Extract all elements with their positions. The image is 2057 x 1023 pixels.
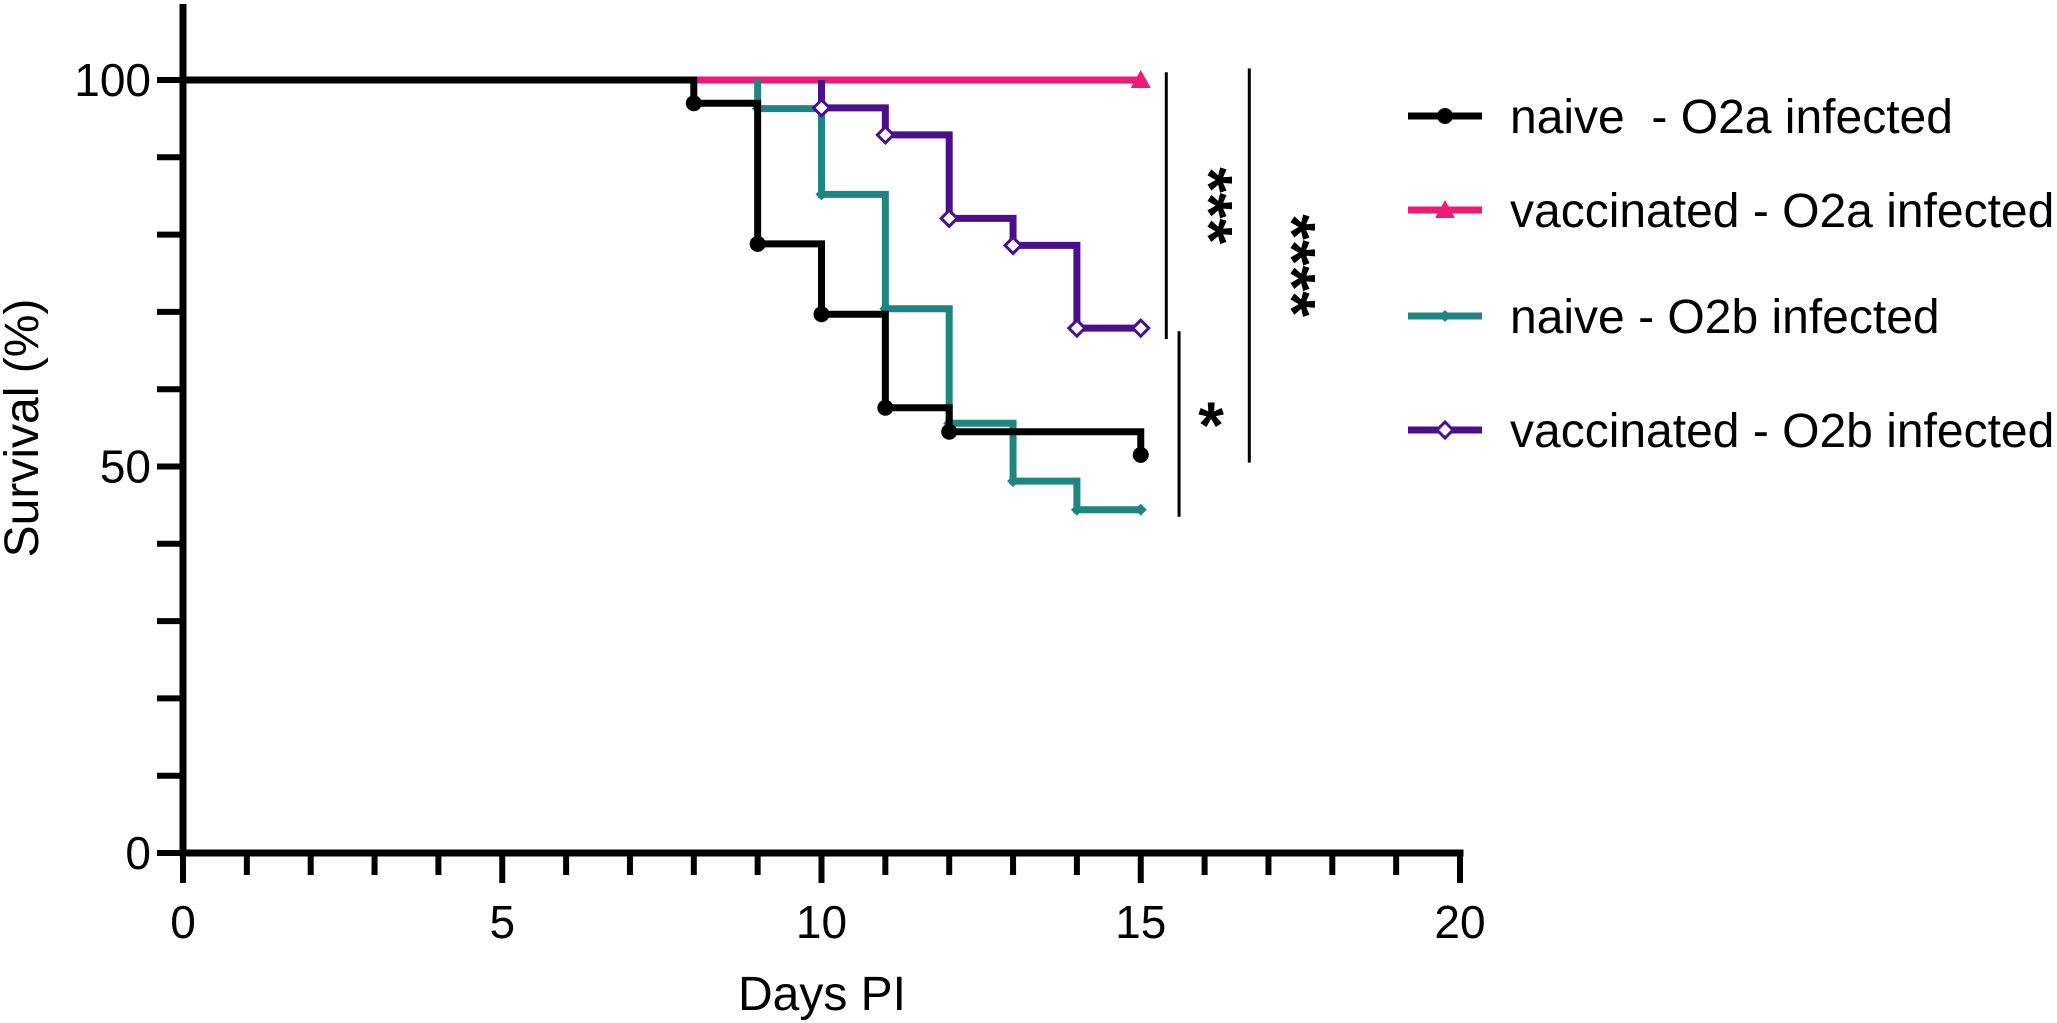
x-axis-title: Days PI <box>738 968 906 1021</box>
data-point <box>813 306 830 323</box>
ticks: 0 50 100 0 5 10 15 20 <box>74 54 1485 948</box>
data-point <box>811 97 832 118</box>
data-point <box>1007 475 1020 488</box>
legend-swatch <box>1408 310 1482 322</box>
data-point <box>1132 446 1149 463</box>
series-line <box>818 80 1141 332</box>
legend-item-vaccinated-o2b: vaccinated - O2b infected <box>1408 405 2054 458</box>
legend-label: naive - O2b infected <box>1510 291 1940 344</box>
data-point <box>1002 235 1024 256</box>
data-point <box>1134 503 1147 516</box>
series-1 <box>693 70 1151 88</box>
legend-swatch <box>1408 419 1482 441</box>
x-tick-label: 10 <box>796 896 847 948</box>
data-point <box>1130 70 1151 88</box>
series-0 <box>183 76 1149 463</box>
legend-swatch <box>1408 200 1482 218</box>
legend-swatch-marker <box>1434 419 1456 441</box>
significance-brackets: ******** <box>1164 68 1329 517</box>
x-tick-label: 20 <box>1434 896 1485 948</box>
data-point <box>1070 503 1083 516</box>
legend-label: naive - O2a infected <box>1510 91 1953 144</box>
legend-label: vaccinated - O2b infected <box>1510 405 2054 458</box>
data-point <box>1066 318 1088 339</box>
data-point <box>749 235 766 252</box>
x-tick-label: 0 <box>170 896 196 948</box>
data-point <box>815 188 828 201</box>
legend: naive - O2a infected vaccinated - O2a in… <box>1408 91 2054 458</box>
data-point <box>941 423 958 440</box>
legend-item-naive-o2a: naive - O2a infected <box>1408 91 1953 144</box>
series-line <box>183 76 1145 455</box>
legend-label: vaccinated - O2a infected <box>1510 185 2054 238</box>
data-point <box>875 124 896 146</box>
series-layer <box>183 70 1151 516</box>
data-point <box>1130 318 1151 339</box>
data-point <box>939 208 960 229</box>
legend-item-naive-o2b: naive - O2b infected <box>1408 291 1940 344</box>
legend-item-vaccinated-o2a: vaccinated - O2a infected <box>1408 185 2054 238</box>
legend-swatch-marker <box>1439 310 1451 322</box>
significance-label: *** <box>1172 167 1246 244</box>
legend-swatch-marker <box>1437 108 1453 124</box>
legend-swatch <box>1408 108 1482 124</box>
significance-label: * <box>1198 388 1224 462</box>
series-3 <box>811 80 1151 339</box>
significance-label: **** <box>1255 214 1329 317</box>
x-tick-label: 15 <box>1115 896 1166 948</box>
y-axis-title: Survival (%) <box>0 299 49 558</box>
data-point <box>685 95 702 112</box>
y-tick-label: 100 <box>74 54 151 106</box>
y-tick-label: 0 <box>125 827 151 879</box>
data-point <box>877 399 894 416</box>
y-tick-label: 50 <box>100 441 151 493</box>
x-tick-label: 5 <box>489 896 515 948</box>
legend-swatch-marker <box>1435 200 1455 218</box>
